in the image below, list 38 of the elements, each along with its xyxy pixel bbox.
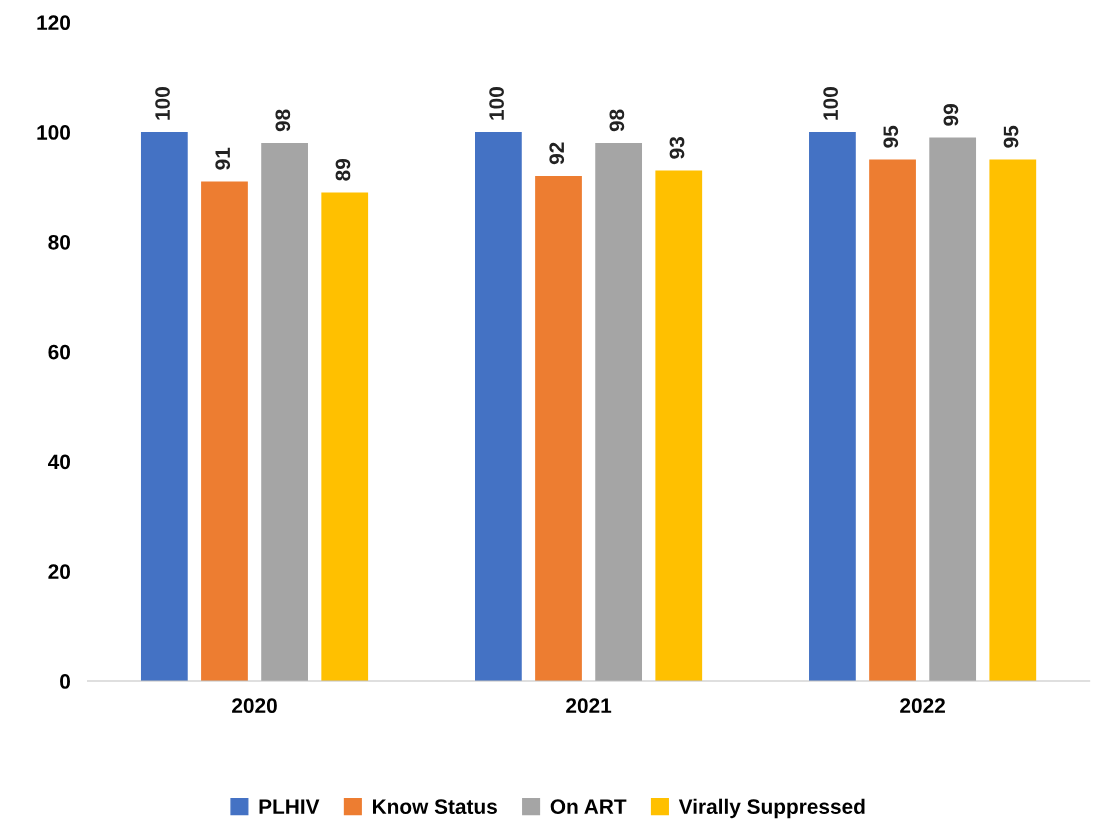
legend-label: Know Status bbox=[373, 799, 497, 815]
bar bbox=[321, 192, 369, 682]
data-label: 99 bbox=[943, 104, 959, 126]
bar bbox=[475, 132, 522, 682]
data-label: 100 bbox=[823, 87, 839, 120]
y-tick-label: 120 bbox=[37, 15, 70, 31]
data-label: 98 bbox=[609, 109, 625, 132]
bar bbox=[140, 132, 188, 682]
y-tick-label: 40 bbox=[48, 454, 70, 470]
bar bbox=[929, 137, 977, 682]
y-tick-label: 0 bbox=[60, 674, 70, 689]
legend-label: On ART bbox=[550, 799, 627, 815]
x-tick-label: 2021 bbox=[566, 698, 612, 714]
bar bbox=[595, 143, 643, 682]
data-label: 100 bbox=[155, 87, 170, 120]
legend-label: Virally Suppressed bbox=[678, 798, 865, 819]
x-tick-label: 2020 bbox=[232, 698, 277, 714]
bar bbox=[989, 159, 1037, 682]
legend-label: PLHIV bbox=[259, 799, 320, 814]
bar bbox=[809, 132, 856, 682]
bar bbox=[261, 143, 308, 682]
y-tick-label: 60 bbox=[48, 344, 70, 360]
data-label: 91 bbox=[215, 147, 231, 170]
data-label: 95 bbox=[1003, 125, 1019, 148]
data-label: 92 bbox=[549, 142, 565, 165]
y-tick-label: 80 bbox=[48, 234, 70, 250]
bar bbox=[655, 170, 703, 682]
data-label: 98 bbox=[275, 109, 291, 132]
data-label: 89 bbox=[335, 158, 351, 181]
y-tick-label: 20 bbox=[48, 564, 70, 579]
bar bbox=[535, 176, 582, 682]
bar bbox=[869, 159, 916, 682]
y-tick-label: 100 bbox=[37, 125, 70, 140]
x-tick-label: 2022 bbox=[900, 698, 945, 714]
data-label: 93 bbox=[669, 136, 685, 159]
data-label: 95 bbox=[883, 125, 899, 148]
bar bbox=[201, 181, 248, 682]
data-label: 100 bbox=[489, 87, 504, 120]
